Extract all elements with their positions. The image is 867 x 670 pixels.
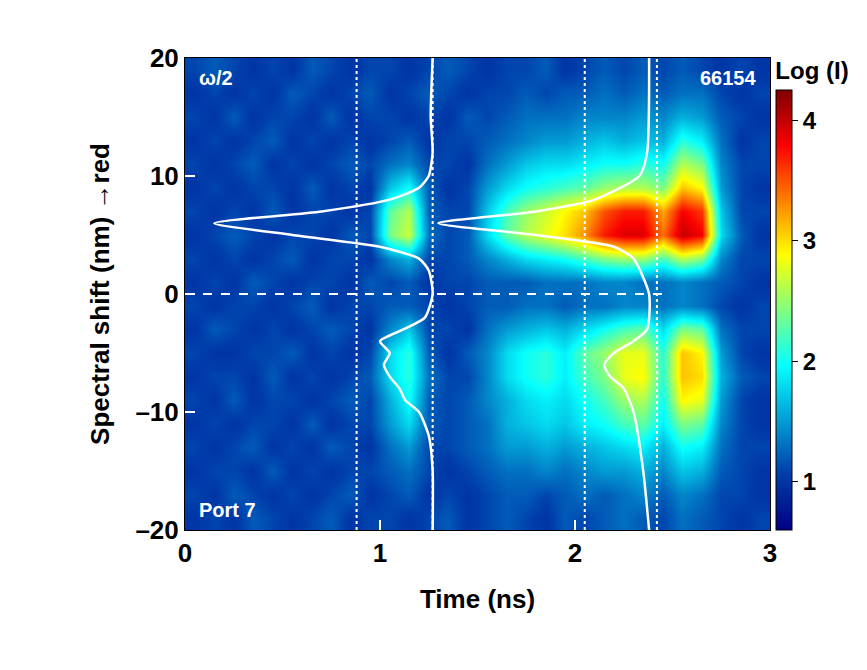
- svg-text:4: 4: [803, 107, 817, 134]
- svg-text:Log (I): Log (I): [775, 57, 848, 84]
- svg-text:2: 2: [568, 538, 582, 568]
- svg-text:2: 2: [803, 348, 816, 375]
- svg-text:0: 0: [164, 279, 178, 309]
- svg-text:1: 1: [373, 538, 387, 568]
- svg-text:20: 20: [150, 43, 179, 73]
- svg-text:ω/2: ω/2: [199, 67, 233, 89]
- svg-text:Port 7: Port 7: [199, 499, 256, 521]
- svg-text:66154: 66154: [700, 67, 756, 89]
- svg-text:–20: –20: [135, 515, 178, 545]
- svg-text:Time (ns): Time (ns): [420, 584, 535, 614]
- svg-text:1: 1: [803, 468, 816, 495]
- svg-text:Spectral shift (nm) →red: Spectral shift (nm) →red: [85, 143, 115, 445]
- svg-text:–10: –10: [135, 397, 178, 427]
- svg-text:3: 3: [803, 227, 816, 254]
- svg-text:10: 10: [150, 161, 179, 191]
- svg-text:0: 0: [178, 538, 192, 568]
- svg-text:3: 3: [763, 538, 777, 568]
